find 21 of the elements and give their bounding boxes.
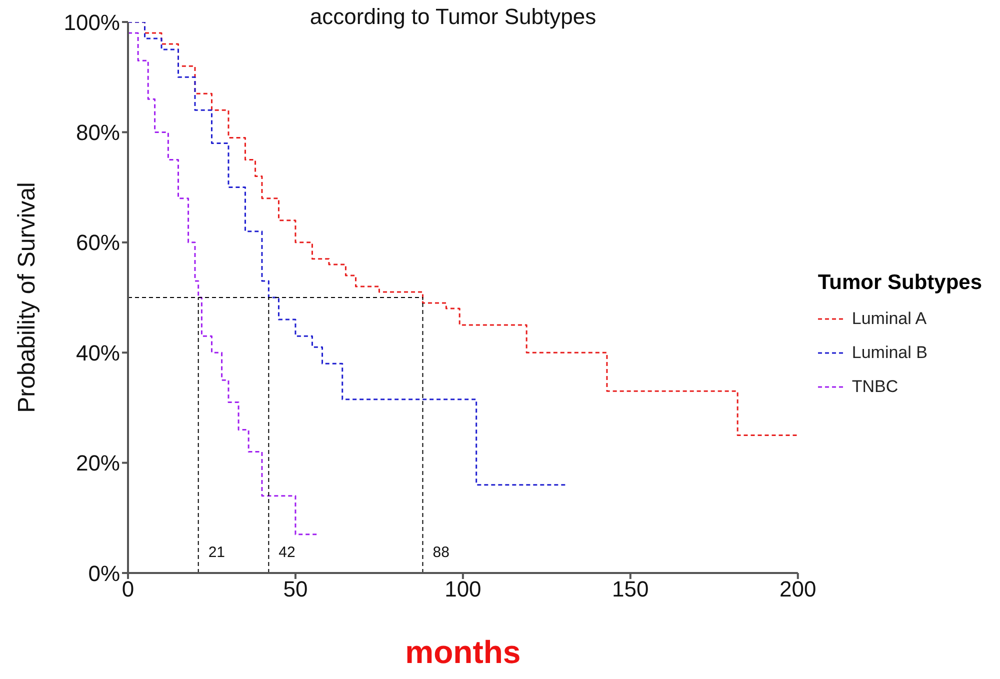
y-tick-label: 20%: [76, 450, 120, 476]
ref-line-label: 88: [432, 544, 450, 561]
x-tick-label: 0: [122, 576, 134, 602]
y-tick-label: 100%: [64, 10, 120, 35]
y-tick-label: 60%: [76, 230, 120, 256]
legend-label: TNBC: [850, 376, 900, 396]
y-tick-label: 80%: [76, 120, 120, 146]
chart-title: according to Tumor Subtypes: [308, 4, 598, 30]
x-tick-label: 150: [612, 576, 649, 602]
legend-label: Luminal A: [850, 308, 928, 328]
x-tick-label: 50: [283, 576, 308, 602]
x-tick-label: 200: [780, 576, 816, 602]
legend-label: Luminal B: [850, 342, 928, 362]
y-tick-label: 40%: [76, 340, 120, 366]
x-tick-label: 100: [444, 576, 482, 602]
y-axis-title: Probability of Survival: [14, 182, 41, 413]
ref-line-label: 42: [278, 544, 296, 561]
x-axis-title: months: [405, 634, 521, 670]
y-tick-label: 0%: [88, 560, 120, 586]
legend-title: Tumor Subtypes: [818, 270, 982, 294]
ref-line-label: 21: [208, 544, 226, 561]
